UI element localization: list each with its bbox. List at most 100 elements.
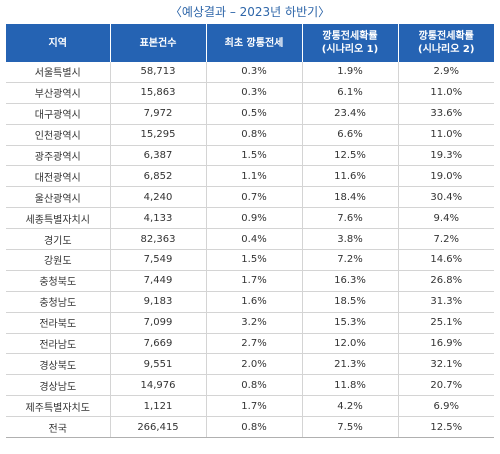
cell-scenario-1: 4.2% bbox=[301, 395, 398, 418]
cell-scenario-2: 31.3% bbox=[397, 291, 494, 313]
cell-sample-count: 82,363 bbox=[109, 228, 206, 251]
table-row: 충청남도 9,183 1.6% 18.5% 31.3% bbox=[6, 291, 494, 313]
cell-scenario-1: 6.1% bbox=[301, 82, 398, 104]
cell-region: 인천광역시 bbox=[6, 124, 110, 146]
cell-region: 제주특별자치도 bbox=[6, 395, 110, 418]
cell-sample-count: 4,240 bbox=[109, 186, 206, 209]
cell-first-jeonse: 0.7% bbox=[205, 186, 302, 209]
cell-scenario-2: 11.0% bbox=[397, 82, 494, 104]
header-sample-count: 표본건수 bbox=[109, 24, 206, 62]
table-row: 경상남도 14,976 0.8% 11.8% 20.7% bbox=[6, 374, 494, 397]
cell-region: 전라남도 bbox=[6, 333, 110, 355]
cell-scenario-1: 21.3% bbox=[301, 353, 398, 376]
cell-first-jeonse: 2.0% bbox=[205, 353, 302, 376]
cell-scenario-1: 23.4% bbox=[301, 103, 398, 125]
cell-region: 울산광역시 bbox=[6, 186, 110, 209]
cell-first-jeonse: 0.5% bbox=[205, 103, 302, 125]
cell-region: 세종특별자치시 bbox=[6, 207, 110, 230]
cell-region: 광주광역시 bbox=[6, 145, 110, 167]
table-row: 세종특별자치시 4,133 0.9% 7.6% 9.4% bbox=[6, 207, 494, 230]
header-scenario-1-sub: (시나리오 1) bbox=[321, 44, 379, 55]
cell-region: 충청북도 bbox=[6, 270, 110, 292]
cell-scenario-2: 25.1% bbox=[397, 312, 494, 334]
table-row: 광주광역시 6,387 1.5% 12.5% 19.3% bbox=[6, 145, 494, 167]
cell-scenario-2: 32.1% bbox=[397, 353, 494, 376]
cell-scenario-1: 7.5% bbox=[301, 416, 398, 439]
cell-first-jeonse: 0.4% bbox=[205, 228, 302, 251]
table-row: 전라북도 7,099 3.2% 15.3% 25.1% bbox=[6, 312, 494, 334]
cell-sample-count: 7,449 bbox=[109, 270, 206, 292]
cell-scenario-2: 11.0% bbox=[397, 124, 494, 146]
table-row: 전국 266,415 0.8% 7.5% 12.5% bbox=[6, 416, 494, 439]
cell-region: 대전광역시 bbox=[6, 165, 110, 188]
cell-first-jeonse: 0.3% bbox=[205, 62, 302, 83]
cell-scenario-2: 19.3% bbox=[397, 145, 494, 167]
table-row: 인천광역시 15,295 0.8% 6.6% 11.0% bbox=[6, 124, 494, 146]
table-row: 제주특별자치도 1,121 1.7% 4.2% 6.9% bbox=[6, 395, 494, 418]
table-row: 부산광역시 15,863 0.3% 6.1% 11.0% bbox=[6, 82, 494, 104]
header-scenario-1-title: 깡통전세확률 bbox=[322, 31, 378, 42]
cell-sample-count: 58,713 bbox=[109, 62, 206, 83]
cell-scenario-2: 12.5% bbox=[397, 416, 494, 439]
cell-scenario-2: 16.9% bbox=[397, 333, 494, 355]
cell-scenario-2: 19.0% bbox=[397, 165, 494, 188]
cell-sample-count: 9,551 bbox=[109, 353, 206, 376]
cell-sample-count: 7,099 bbox=[109, 312, 206, 334]
cell-region: 전국 bbox=[6, 416, 110, 439]
table-row: 대전광역시 6,852 1.1% 11.6% 19.0% bbox=[6, 165, 494, 188]
cell-region: 부산광역시 bbox=[6, 82, 110, 104]
cell-scenario-2: 9.4% bbox=[397, 207, 494, 230]
cell-sample-count: 14,976 bbox=[109, 374, 206, 397]
cell-sample-count: 1,121 bbox=[109, 395, 206, 418]
cell-sample-count: 9,183 bbox=[109, 291, 206, 313]
cell-sample-count: 266,415 bbox=[109, 416, 206, 439]
cell-scenario-1: 1.9% bbox=[301, 62, 398, 83]
cell-sample-count: 15,295 bbox=[109, 124, 206, 146]
cell-first-jeonse: 1.7% bbox=[205, 270, 302, 292]
cell-first-jeonse: 1.6% bbox=[205, 291, 302, 313]
cell-sample-count: 6,387 bbox=[109, 145, 206, 167]
cell-region: 경상남도 bbox=[6, 374, 110, 397]
cell-region: 강원도 bbox=[6, 249, 110, 271]
table-row: 경기도 82,363 0.4% 3.8% 7.2% bbox=[6, 228, 494, 251]
cell-sample-count: 7,669 bbox=[109, 333, 206, 355]
cell-scenario-2: 2.9% bbox=[397, 62, 494, 83]
cell-scenario-2: 14.6% bbox=[397, 249, 494, 271]
cell-scenario-2: 6.9% bbox=[397, 395, 494, 418]
cell-scenario-1: 18.4% bbox=[301, 186, 398, 209]
cell-sample-count: 7,972 bbox=[109, 103, 206, 125]
table-row: 대구광역시 7,972 0.5% 23.4% 33.6% bbox=[6, 103, 494, 125]
cell-first-jeonse: 3.2% bbox=[205, 312, 302, 334]
cell-scenario-1: 15.3% bbox=[301, 312, 398, 334]
table-row: 경상북도 9,551 2.0% 21.3% 32.1% bbox=[6, 353, 494, 376]
cell-region: 서울특별시 bbox=[6, 62, 110, 83]
cell-scenario-1: 6.6% bbox=[301, 124, 398, 146]
cell-first-jeonse: 0.8% bbox=[205, 416, 302, 439]
header-region: 지역 bbox=[6, 24, 110, 62]
cell-scenario-1: 11.6% bbox=[301, 165, 398, 188]
cell-first-jeonse: 1.5% bbox=[205, 249, 302, 271]
cell-first-jeonse: 1.5% bbox=[205, 145, 302, 167]
results-table: 지역 표본건수 최초 깡통전세 깡통전세확률 (시나리오 1) 깡통전세확률 (… bbox=[6, 24, 494, 439]
cell-first-jeonse: 1.1% bbox=[205, 165, 302, 188]
header-first-jeonse: 최초 깡통전세 bbox=[205, 24, 302, 62]
cell-first-jeonse: 0.9% bbox=[205, 207, 302, 230]
header-scenario-1: 깡통전세확률 (시나리오 1) bbox=[301, 24, 398, 62]
header-row: 지역 표본건수 최초 깡통전세 깡통전세확률 (시나리오 1) 깡통전세확률 (… bbox=[6, 24, 494, 62]
table-row: 강원도 7,549 1.5% 7.2% 14.6% bbox=[6, 249, 494, 271]
table-row: 전라남도 7,669 2.7% 12.0% 16.9% bbox=[6, 333, 494, 355]
cell-scenario-1: 11.8% bbox=[301, 374, 398, 397]
table-caption: 〈예상결과 – 2023년 하반기〉 bbox=[169, 5, 331, 19]
cell-sample-count: 6,852 bbox=[109, 165, 206, 188]
table-row: 울산광역시 4,240 0.7% 18.4% 30.4% bbox=[6, 186, 494, 209]
cell-scenario-1: 7.6% bbox=[301, 207, 398, 230]
cell-region: 대구광역시 bbox=[6, 103, 110, 125]
header-scenario-2: 깡통전세확률 (시나리오 2) bbox=[397, 24, 494, 62]
cell-first-jeonse: 0.8% bbox=[205, 124, 302, 146]
cell-scenario-1: 18.5% bbox=[301, 291, 398, 313]
cell-scenario-1: 16.3% bbox=[301, 270, 398, 292]
cell-scenario-1: 12.0% bbox=[301, 333, 398, 355]
cell-scenario-1: 3.8% bbox=[301, 228, 398, 251]
cell-sample-count: 15,863 bbox=[109, 82, 206, 104]
